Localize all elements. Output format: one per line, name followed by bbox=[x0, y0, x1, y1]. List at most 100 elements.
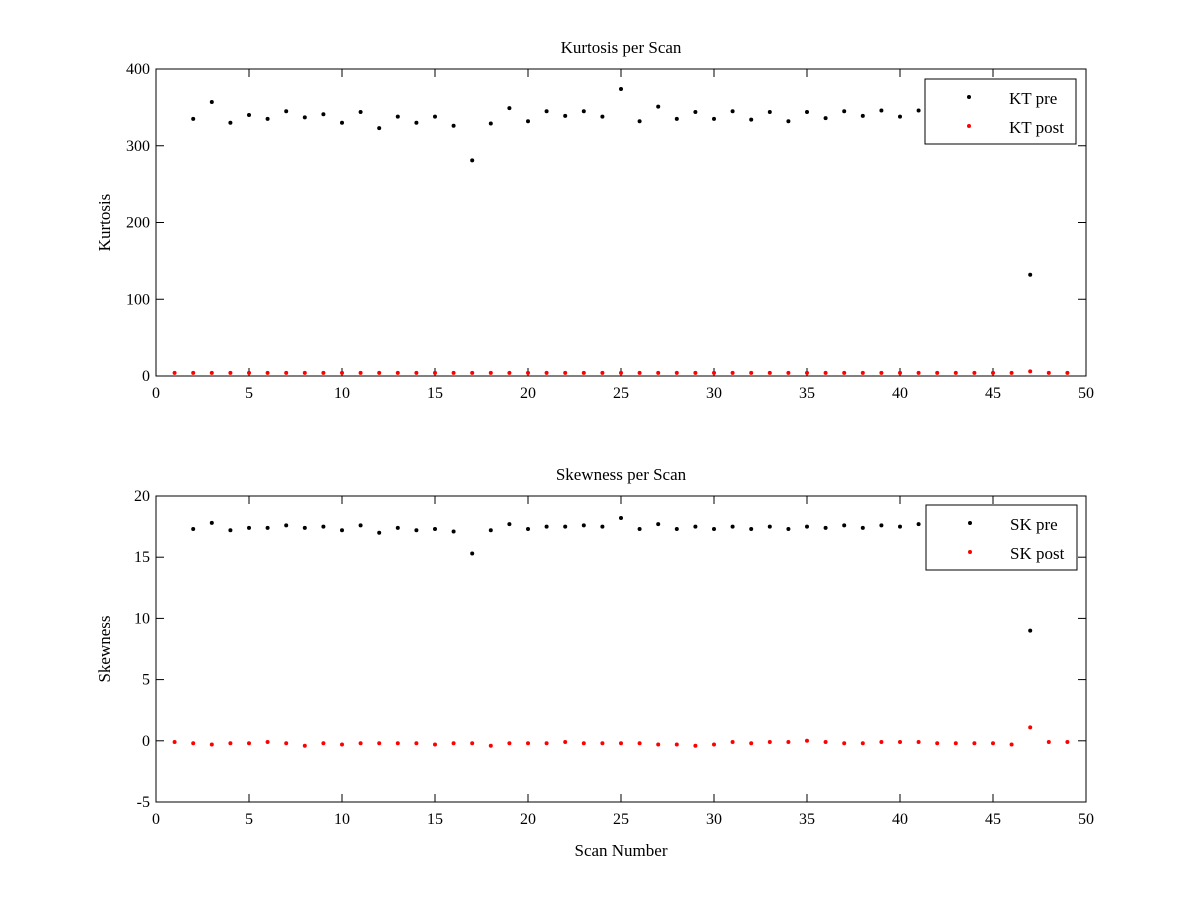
data-point bbox=[767, 109, 772, 114]
data-point bbox=[581, 370, 586, 375]
data-point bbox=[563, 113, 568, 118]
data-point bbox=[340, 120, 344, 125]
data-point bbox=[860, 741, 865, 746]
data-point bbox=[916, 740, 921, 745]
data-point bbox=[265, 525, 270, 530]
chart-title: Skewness per Scan bbox=[556, 465, 687, 484]
data-point bbox=[488, 370, 493, 375]
data-point bbox=[470, 741, 475, 746]
data-point bbox=[228, 528, 233, 533]
y-tick-label: 10 bbox=[134, 610, 150, 627]
data-point bbox=[340, 742, 344, 747]
data-point bbox=[581, 109, 586, 114]
data-point bbox=[581, 741, 586, 746]
data-point bbox=[488, 528, 493, 533]
data-point bbox=[358, 370, 363, 375]
data-point bbox=[340, 370, 344, 375]
data-point bbox=[1028, 628, 1033, 633]
data-point bbox=[1009, 370, 1014, 375]
data-point bbox=[805, 370, 809, 375]
data-point bbox=[209, 520, 214, 525]
data-point bbox=[265, 116, 270, 121]
data-point bbox=[395, 525, 400, 530]
data-point bbox=[637, 370, 642, 375]
data-point bbox=[526, 527, 530, 532]
data-point bbox=[209, 742, 214, 747]
data-point bbox=[656, 522, 661, 527]
data-point bbox=[507, 522, 512, 527]
data-point bbox=[488, 121, 493, 126]
data-point bbox=[972, 370, 977, 375]
data-point bbox=[991, 741, 995, 746]
data-point bbox=[600, 741, 605, 746]
data-point bbox=[749, 117, 754, 122]
data-point bbox=[265, 740, 270, 745]
x-tick-label: 15 bbox=[427, 385, 443, 402]
data-point bbox=[1065, 370, 1070, 375]
data-point bbox=[563, 524, 568, 529]
data-point bbox=[507, 741, 512, 746]
data-point bbox=[451, 741, 456, 746]
data-point bbox=[433, 370, 437, 375]
data-point bbox=[581, 523, 586, 528]
x-tick-label: 10 bbox=[334, 811, 350, 828]
data-point bbox=[470, 551, 475, 556]
data-point bbox=[674, 370, 679, 375]
data-point bbox=[860, 370, 865, 375]
data-point bbox=[730, 109, 735, 114]
data-point bbox=[637, 741, 642, 746]
data-point bbox=[284, 109, 289, 114]
data-point bbox=[340, 528, 344, 533]
x-tick-label: 30 bbox=[706, 385, 722, 402]
data-point bbox=[786, 527, 791, 532]
data-point bbox=[302, 115, 307, 120]
y-tick-label: 0 bbox=[142, 733, 150, 750]
data-point bbox=[972, 741, 977, 746]
data-point bbox=[823, 370, 828, 375]
data-point bbox=[172, 370, 177, 375]
data-point bbox=[302, 743, 307, 748]
data-point bbox=[991, 370, 995, 375]
x-axis-label: Scan Number bbox=[574, 841, 667, 860]
data-point bbox=[953, 370, 958, 375]
data-point bbox=[377, 370, 382, 375]
data-point bbox=[842, 370, 847, 375]
y-tick-label: 100 bbox=[126, 291, 150, 308]
data-point bbox=[1046, 370, 1051, 375]
legend-box bbox=[924, 78, 1077, 145]
series-kt-post bbox=[172, 369, 1070, 375]
data-point bbox=[749, 527, 754, 532]
x-tick-label: 40 bbox=[892, 385, 908, 402]
data-point bbox=[526, 119, 530, 124]
data-point bbox=[544, 524, 549, 529]
chart-panel-1: 0 5 10 15 20 25 30 35 40 45 50 0 100 200 300 400 Kurtosi… bbox=[95, 38, 1094, 402]
data-point bbox=[898, 114, 902, 119]
data-point bbox=[470, 370, 475, 375]
data-point bbox=[693, 524, 698, 529]
data-point bbox=[730, 370, 735, 375]
data-point bbox=[786, 370, 791, 375]
data-point bbox=[898, 740, 902, 745]
data-point bbox=[823, 525, 828, 530]
data-point bbox=[805, 738, 809, 743]
y-tick-label: 15 bbox=[134, 549, 150, 566]
data-point bbox=[898, 524, 902, 529]
legend-label: SK pre bbox=[1010, 515, 1058, 534]
data-point bbox=[191, 741, 196, 746]
x-tick-label: 10 bbox=[334, 385, 350, 402]
data-point bbox=[358, 741, 363, 746]
data-point bbox=[916, 108, 921, 113]
x-tick-label: 35 bbox=[799, 811, 815, 828]
legend-label: KT post bbox=[1009, 118, 1064, 137]
data-point bbox=[247, 113, 251, 118]
data-point bbox=[544, 109, 549, 114]
data-point bbox=[916, 370, 921, 375]
data-point bbox=[228, 741, 233, 746]
data-point bbox=[526, 741, 530, 746]
data-point bbox=[321, 524, 326, 529]
data-point bbox=[712, 527, 716, 532]
x-tick-label: 0 bbox=[152, 811, 160, 828]
legend-marker bbox=[968, 550, 972, 554]
y-axis-label: Kurtosis bbox=[95, 194, 114, 252]
